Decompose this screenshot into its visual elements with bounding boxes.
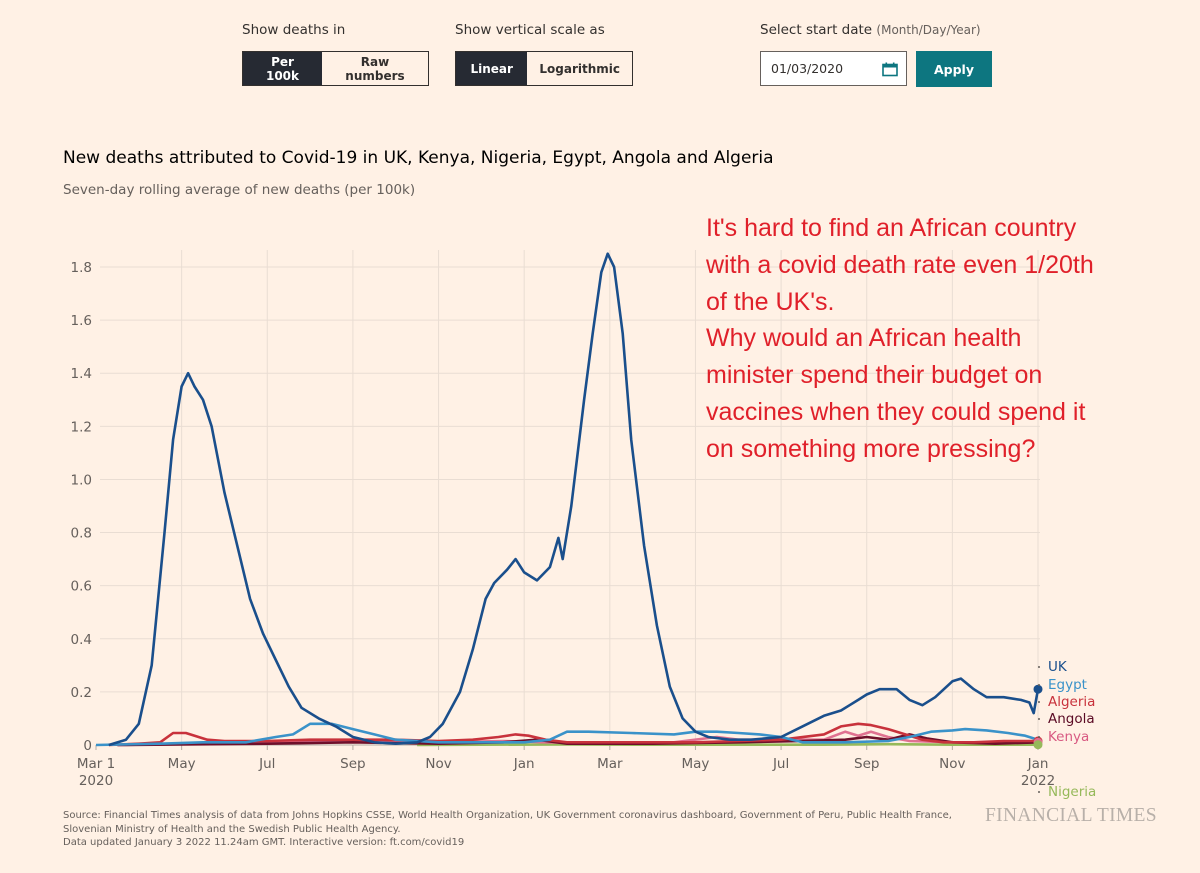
y-tick-label: 1.8 (71, 260, 92, 276)
endpoint-marker-uk (1033, 684, 1043, 694)
start-date-label: Select start date (Month/Day/Year) (760, 22, 981, 38)
label-connector-dot (1038, 736, 1040, 738)
legend-label-egypt: Egypt (1048, 677, 1087, 693)
series-line-egypt (95, 722, 1039, 747)
x-tick-label: Jul (772, 756, 789, 772)
y-tick-label: 1.4 (71, 366, 92, 382)
x-tick-label: May (681, 756, 709, 772)
label-connector-dot (1038, 718, 1040, 720)
x-tick-label: Mar (597, 756, 623, 772)
annotation-text: It's hard to find an African country wit… (706, 214, 1094, 463)
y-tick-label: 0.8 (71, 526, 92, 542)
x-tick-label: May (168, 756, 196, 772)
y-tick-label: 0.6 (71, 579, 92, 595)
legend-label-uk: UK (1048, 659, 1068, 675)
scale-label: Show vertical scale as (455, 22, 605, 38)
deaths-unit-toggle: Per 100k Raw numbers (242, 51, 429, 86)
source-line: Slovenian Ministry of Health and the Swe… (63, 823, 401, 835)
logarithmic-button[interactable]: Logarithmic (527, 52, 632, 85)
x-tick-label: Jan (513, 756, 535, 772)
y-tick-label: 1.0 (71, 472, 92, 488)
series-lines (95, 252, 1040, 747)
x-tick-label: Jul (258, 756, 275, 772)
series-line-algeria (108, 722, 1038, 747)
legend-label-algeria: Algeria (1048, 694, 1095, 710)
x-tick-label: Mar 1 (77, 756, 115, 772)
label-connector-dot (1038, 791, 1040, 793)
y-tick-label: 0.4 (71, 632, 92, 648)
start-date-hint: (Month/Day/Year) (876, 23, 981, 37)
x-tick-label: Jan (1027, 756, 1049, 772)
linear-button[interactable]: Linear (456, 52, 528, 85)
x-tick-label: Sep (340, 756, 365, 772)
series-line-uk (108, 252, 1040, 747)
legend-label-angola: Angola (1048, 711, 1095, 727)
source-note: Source: Financial Times analysis of data… (63, 809, 963, 850)
financial-times-logo: FINANCIAL TIMES (985, 805, 1157, 826)
x-tick-label: Nov (425, 756, 451, 772)
start-date-label-text: Select start date (760, 22, 873, 38)
gridlines (100, 250, 1040, 746)
scale-toggle: Linear Logarithmic (455, 51, 633, 86)
y-tick-label: 1.6 (71, 313, 92, 329)
label-connector-dot (1038, 666, 1040, 668)
data-updated-line: Data updated January 3 2022 11.24am GMT.… (63, 837, 465, 848)
label-connector-dot (1038, 684, 1040, 686)
endpoint-markers (1033, 684, 1043, 750)
series-line-nigeria (417, 742, 1038, 747)
start-date-field[interactable] (760, 51, 907, 86)
deaths-unit-label: Show deaths in (242, 22, 346, 38)
y-axis-ticks: 0 0.2 0.4 0.6 0.8 1.0 1.2 1.4 1.6 1.8 (71, 260, 92, 754)
legend-label-nigeria: Nigeria (1048, 784, 1096, 800)
x-tick-label: 2020 (79, 773, 113, 789)
x-tick-label: Nov (939, 756, 965, 772)
chart-subtitle: Seven-day rolling average of new deaths … (63, 182, 416, 198)
x-tick-label: 2022 (1021, 773, 1055, 789)
y-tick-label: 0.2 (71, 685, 92, 701)
per-100k-button[interactable]: Per 100k (243, 52, 322, 85)
y-tick-label: 1.2 (71, 419, 92, 435)
raw-numbers-button[interactable]: Raw numbers (322, 52, 428, 85)
label-connector-dot (1038, 701, 1040, 703)
chart-title: New deaths attributed to Covid-19 in UK,… (63, 148, 774, 168)
start-date-input[interactable] (769, 60, 878, 77)
x-tick-label: Sep (854, 756, 879, 772)
y-tick-label: 0 (83, 738, 92, 754)
legend-label-kenya: Kenya (1048, 729, 1089, 745)
endpoint-marker-nigeria (1033, 740, 1043, 750)
calendar-icon[interactable] (882, 62, 898, 76)
apply-button[interactable]: Apply (916, 51, 992, 87)
source-line: Source: Financial Times analysis of data… (63, 810, 952, 821)
